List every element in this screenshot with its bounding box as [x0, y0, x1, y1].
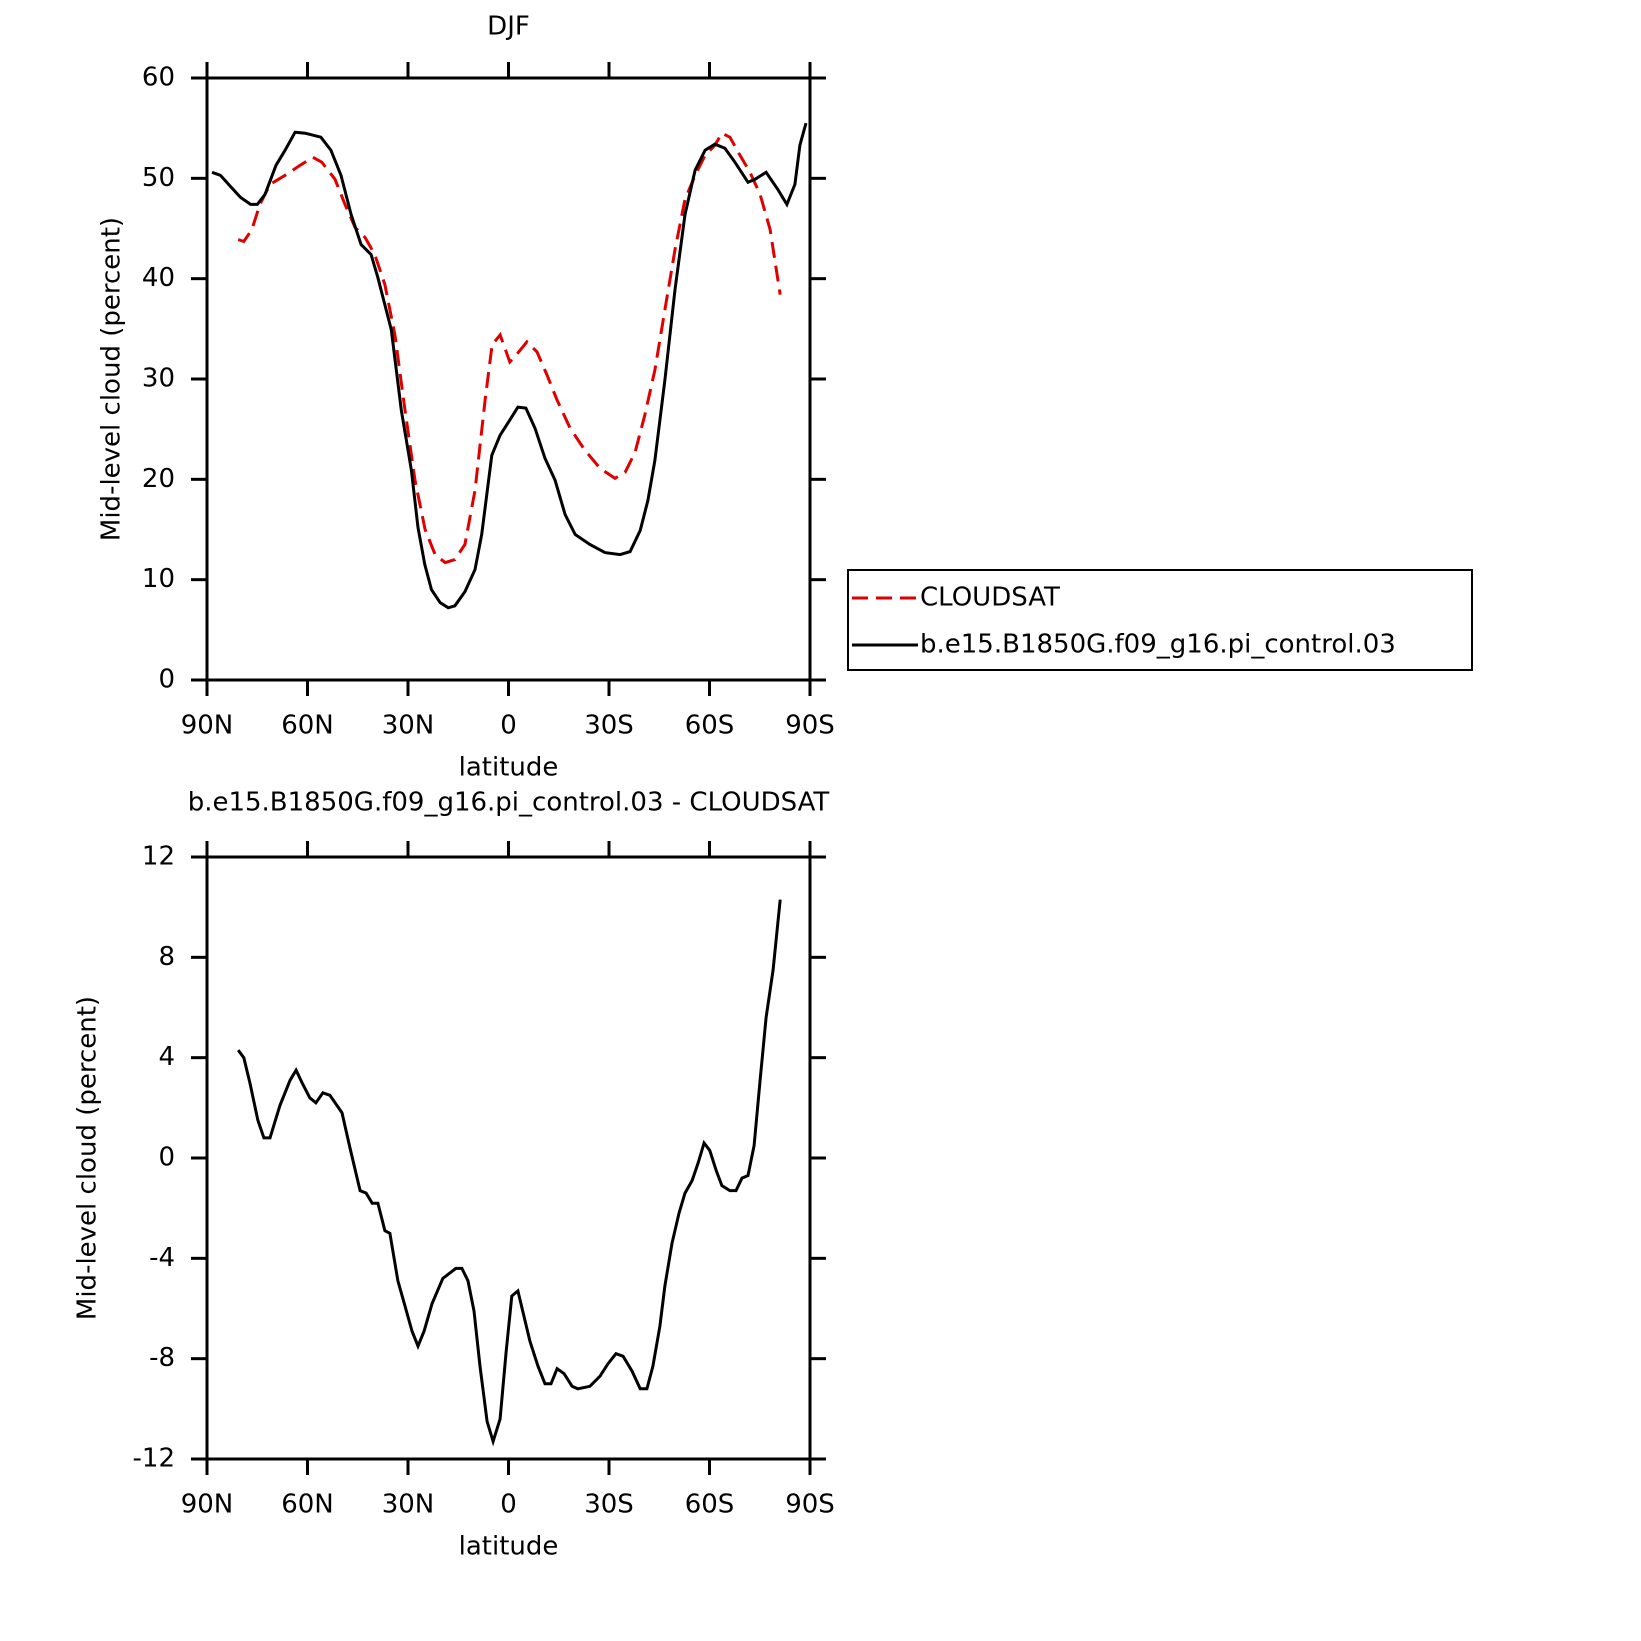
x-tick-label: 30S: [584, 711, 634, 741]
x-tick-label: 0: [500, 1490, 517, 1520]
y-tick-label: 8: [158, 942, 175, 972]
x-tick-label: 60N: [281, 1490, 334, 1520]
x-tick-label: 0: [500, 711, 517, 741]
legend-box: [847, 569, 1473, 671]
x-tick-label: 60S: [685, 1490, 735, 1520]
y-axis-label: Mid-level cloud (percent): [97, 217, 127, 541]
y-tick-label: -12: [133, 1444, 175, 1474]
y-tick-label: 4: [158, 1042, 175, 1072]
x-tick-label: 30N: [382, 1490, 435, 1520]
y-tick-label: 10: [142, 564, 175, 594]
data-line: [211, 122, 808, 610]
x-tick-label: 60S: [685, 711, 735, 741]
chart-title: DJF: [487, 12, 530, 42]
y-tick-label: 20: [142, 464, 175, 494]
x-axis-label: latitude: [459, 1532, 559, 1562]
data-line: [237, 131, 782, 565]
y-tick-label: -4: [149, 1243, 175, 1273]
x-tick-label: 30N: [382, 711, 435, 741]
legend-label: CLOUDSAT: [920, 583, 1060, 613]
y-tick-label: 0: [158, 1143, 175, 1173]
y-tick-label: 60: [142, 63, 175, 93]
x-tick-label: 90N: [181, 711, 234, 741]
y-tick-label: -8: [149, 1343, 175, 1373]
y-tick-label: 0: [158, 665, 175, 695]
y-tick-label: 50: [142, 163, 175, 193]
chart-title: b.e15.B1850G.f09_g16.pi_control.03 - CLO…: [188, 788, 830, 818]
y-tick-label: 40: [142, 263, 175, 293]
x-tick-label: 90S: [785, 711, 835, 741]
legend-label: b.e15.B1850G.f09_g16.pi_control.03: [920, 630, 1396, 660]
y-tick-label: 12: [142, 842, 175, 872]
y-axis-label: Mid-level cloud (percent): [73, 996, 103, 1320]
data-line: [236, 899, 782, 1447]
x-tick-label: 90N: [181, 1490, 234, 1520]
x-tick-label: 90S: [785, 1490, 835, 1520]
x-axis-label: latitude: [459, 753, 559, 783]
plot-frame: [205, 855, 812, 1461]
x-tick-label: 30S: [584, 1490, 634, 1520]
y-tick-label: 30: [142, 364, 175, 394]
x-tick-label: 60N: [281, 711, 334, 741]
